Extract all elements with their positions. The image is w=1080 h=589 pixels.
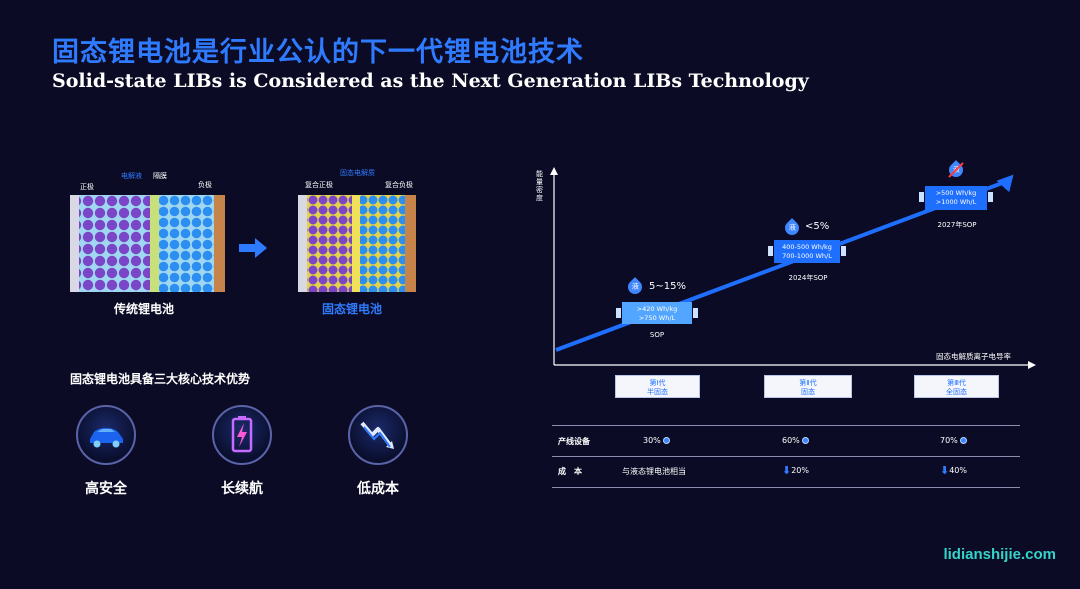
stage1-liquid-pct: 5~15% bbox=[649, 281, 686, 292]
battery-charge-icon bbox=[231, 416, 253, 453]
gen1-title: 第Ⅰ代 bbox=[649, 379, 666, 387]
x-axis-label: 固态电解质离子电导率 bbox=[936, 352, 1011, 361]
car-icon bbox=[90, 428, 123, 448]
advantages-title: 固态锂电池具备三大核心技术优势 bbox=[70, 372, 251, 386]
composite-anode-label: 复合负极 bbox=[385, 181, 413, 189]
row-cost-label: 成 本 bbox=[558, 467, 582, 476]
stage3-spec-volume: >1000 Wh/L bbox=[935, 197, 977, 206]
watermark: lidianshijie.com bbox=[943, 546, 1056, 563]
table-cell: ⬇40% bbox=[940, 464, 967, 477]
table-bottom-rule bbox=[552, 487, 1020, 488]
table-cell: 70% bbox=[940, 436, 967, 445]
stage3-spec-box: >500 Wh/kg >1000 Wh/L bbox=[919, 186, 993, 210]
stage1-spec-volume: >750 Wh/L bbox=[638, 313, 676, 322]
gen3-subtitle: 全固态 bbox=[946, 388, 967, 396]
cost-badge bbox=[348, 405, 408, 465]
x-axis-arrow-icon bbox=[1028, 361, 1036, 369]
downtrend-icon bbox=[360, 421, 394, 449]
gen1-subtitle: 半固态 bbox=[647, 388, 668, 396]
table-cell: 30% bbox=[643, 436, 670, 445]
composite-cathode-label: 复合正极 bbox=[305, 181, 333, 189]
safety-badge bbox=[76, 405, 136, 465]
stage2-spec-volume: 700-1000 Wh/L bbox=[782, 251, 832, 260]
gen2-subtitle: 固态 bbox=[801, 388, 815, 396]
gen2-title: 第Ⅱ代 bbox=[799, 379, 817, 387]
dot-icon bbox=[662, 437, 670, 444]
page-subtitle: Solid-state LIBs is Considered as the Ne… bbox=[52, 70, 809, 92]
y-axis-label: 能量密度 bbox=[536, 170, 543, 202]
down-arrow-icon: ⬇ bbox=[782, 464, 792, 477]
electrolyte-label: 电解液 bbox=[121, 172, 142, 180]
solid-cell-caption: 固态锂电池 bbox=[322, 302, 383, 316]
stage2-liquid-pct: <5% bbox=[805, 221, 830, 232]
stage3-caption: 2027年SOP bbox=[937, 221, 977, 229]
prohibited-icon bbox=[948, 162, 964, 178]
y-axis-arrow-icon bbox=[550, 167, 558, 175]
generation-2-box: 第Ⅱ代 固态 bbox=[764, 375, 852, 398]
solid-state-cell-diagram bbox=[298, 195, 416, 292]
table-top-rule bbox=[552, 425, 1020, 426]
cathode-label: 正极 bbox=[80, 183, 94, 191]
stage2-spec-mass: 400-500 Wh/kg bbox=[782, 243, 832, 251]
range-badge bbox=[212, 405, 272, 465]
stage1-spec-box: >420 Wh/kg >750 Wh/L bbox=[616, 302, 698, 324]
anode-label: 负极 bbox=[198, 181, 212, 189]
page-title: 固态锂电池是行业公认的下一代锂电池技术 bbox=[52, 37, 584, 68]
generation-1-box: 第Ⅰ代 半固态 bbox=[615, 375, 700, 398]
dot-icon bbox=[801, 437, 809, 444]
cost-label: 低成本 bbox=[357, 481, 399, 497]
gen3-title: 第Ⅲ代 bbox=[947, 379, 966, 387]
traditional-cell-caption: 传统锂电池 bbox=[114, 302, 175, 316]
table-cell: 60% bbox=[782, 436, 809, 445]
down-arrow-icon: ⬇ bbox=[940, 464, 950, 477]
table-cell: 与液态锂电池相当 bbox=[622, 467, 686, 476]
row-equipment-label: 产线设备 bbox=[558, 437, 590, 446]
solid-electrolyte-label: 固态电解质 bbox=[340, 169, 375, 177]
range-label: 长续航 bbox=[221, 481, 263, 497]
table-mid-rule bbox=[552, 456, 1020, 457]
table-cell: ⬇20% bbox=[782, 464, 809, 477]
stage1-spec-mass: >420 Wh/kg bbox=[636, 305, 678, 313]
stage2-caption: 2024年SOP bbox=[788, 274, 828, 282]
generation-3-box: 第Ⅲ代 全固态 bbox=[914, 375, 999, 398]
stage1-caption: SOP bbox=[649, 331, 665, 339]
dot-icon bbox=[959, 437, 967, 444]
safety-label: 高安全 bbox=[85, 481, 127, 497]
trend-arrow-icon bbox=[996, 174, 1014, 193]
traditional-cell-diagram bbox=[70, 195, 225, 292]
stage3-spec-mass: >500 Wh/kg bbox=[935, 189, 977, 197]
separator-label: 隔膜 bbox=[153, 172, 167, 180]
stage2-spec-box: 400-500 Wh/kg 700-1000 Wh/L bbox=[768, 240, 846, 263]
arrow-right-icon bbox=[239, 238, 267, 258]
